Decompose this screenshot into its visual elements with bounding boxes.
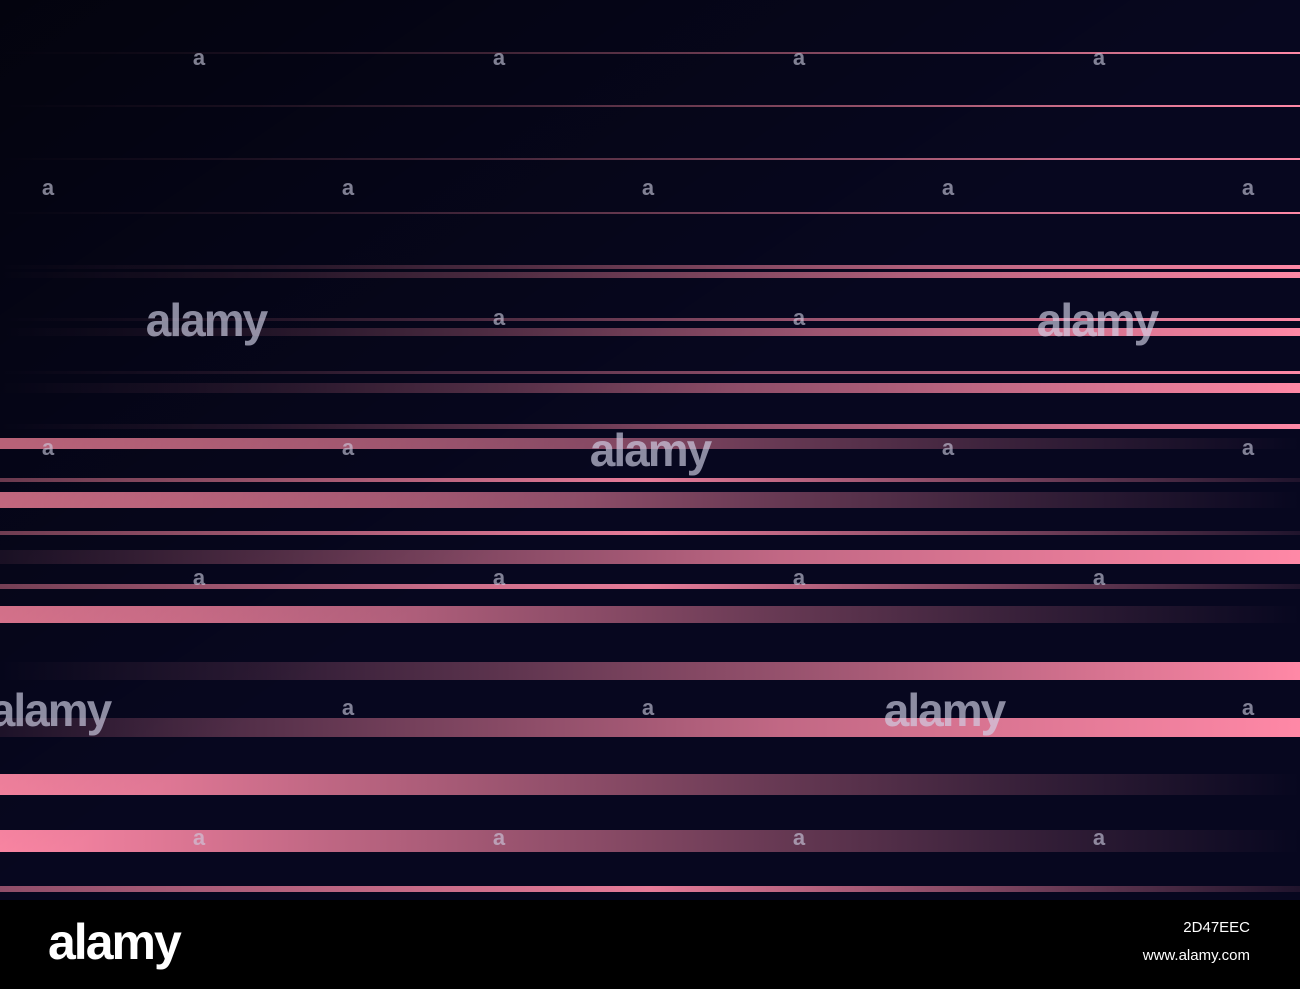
- watermark-glyph: a: [792, 565, 806, 590]
- stock-footer-bar: alamy 2D47EEC www.alamy.com: [0, 900, 1300, 989]
- watermark-glyph: a: [792, 45, 806, 70]
- watermark-glyph: a: [1241, 175, 1255, 200]
- watermark-glyph: a: [1241, 695, 1255, 720]
- watermark-glyph: a: [341, 695, 355, 720]
- watermark-glyph: a: [941, 175, 955, 200]
- watermark-logo: alamy: [589, 424, 712, 476]
- watermark-glyph: a: [492, 825, 506, 850]
- image-id-label: 2D47EEC: [1183, 919, 1250, 936]
- watermark-glyph: a: [941, 435, 955, 460]
- watermark-logo: alamy: [883, 684, 1006, 736]
- watermark-logo: alamy: [0, 684, 112, 736]
- watermark-glyph: a: [792, 305, 806, 330]
- watermark-glyph: a: [492, 305, 506, 330]
- abstract-stripes-artwork: [0, 0, 1300, 900]
- watermark-logo: alamy: [145, 294, 268, 346]
- watermark-glyph: a: [1092, 565, 1106, 590]
- watermark-glyph: a: [192, 565, 206, 590]
- watermark-glyph: a: [492, 565, 506, 590]
- watermark-glyph: a: [1241, 435, 1255, 460]
- watermark-glyph: a: [641, 175, 655, 200]
- watermark-glyph: a: [641, 695, 655, 720]
- footer-logo: alamy: [48, 914, 182, 970]
- watermark-glyph: a: [341, 435, 355, 460]
- watermark-glyph: a: [341, 175, 355, 200]
- watermark-glyph: a: [1092, 45, 1106, 70]
- watermark-glyph: a: [1092, 825, 1106, 850]
- site-url-label: www.alamy.com: [1142, 947, 1250, 964]
- watermark-glyph: a: [192, 825, 206, 850]
- watermark-glyph: a: [41, 175, 55, 200]
- stripe-canvas: [0, 0, 1300, 900]
- watermark-glyph: a: [192, 45, 206, 70]
- corner-shadow: [0, 0, 1300, 900]
- watermark-glyph: a: [492, 45, 506, 70]
- watermark-glyph: a: [41, 435, 55, 460]
- watermark-glyph: a: [792, 825, 806, 850]
- watermark-logo: alamy: [1036, 294, 1159, 346]
